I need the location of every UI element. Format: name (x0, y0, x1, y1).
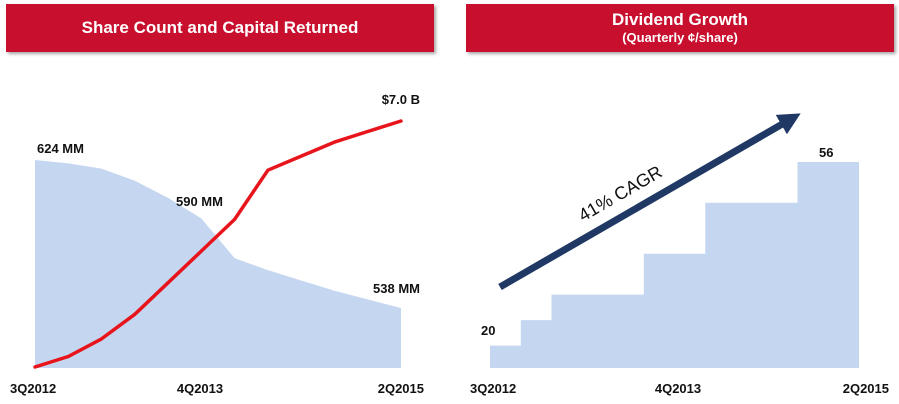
share-count-label-end: 538 MM (373, 281, 420, 296)
dividend-growth-subtitle: (Quarterly ¢/share) (622, 30, 738, 45)
cagr-arrow (498, 113, 801, 291)
share-count-chart: 624 MM 590 MM 538 MM $7.0 B 3Q2012 4Q2013 2Q20… (10, 92, 424, 396)
right-x-tick-label: 2Q2015 (843, 381, 889, 396)
right-x-tick-label: 3Q2012 (470, 381, 516, 396)
right-x-tick-label: 4Q2013 (655, 381, 701, 396)
left-x-tick-label: 3Q2012 (10, 381, 56, 396)
dividend-step-area (490, 162, 859, 368)
dividend-growth-title: Dividend Growth (612, 10, 748, 29)
capital-returned-label: $7.0 B (382, 92, 420, 107)
dividend-growth-banner: Dividend Growth (Quarterly ¢/share) (466, 4, 894, 52)
share-count-label-mid: 590 MM (176, 194, 223, 209)
left-x-tick-label: 2Q2015 (378, 381, 424, 396)
share-count-label-start: 624 MM (37, 141, 84, 156)
dividend-label-start: 20 (481, 323, 495, 338)
capital-returned-line (33, 119, 403, 369)
share-count-area (35, 160, 401, 368)
share-count-banner: Share Count and Capital Returned (6, 4, 434, 52)
left-x-tick-label: 4Q2013 (177, 381, 223, 396)
share-count-title: Share Count and Capital Returned (81, 18, 359, 37)
dividend-label-end: 56 (819, 145, 833, 160)
